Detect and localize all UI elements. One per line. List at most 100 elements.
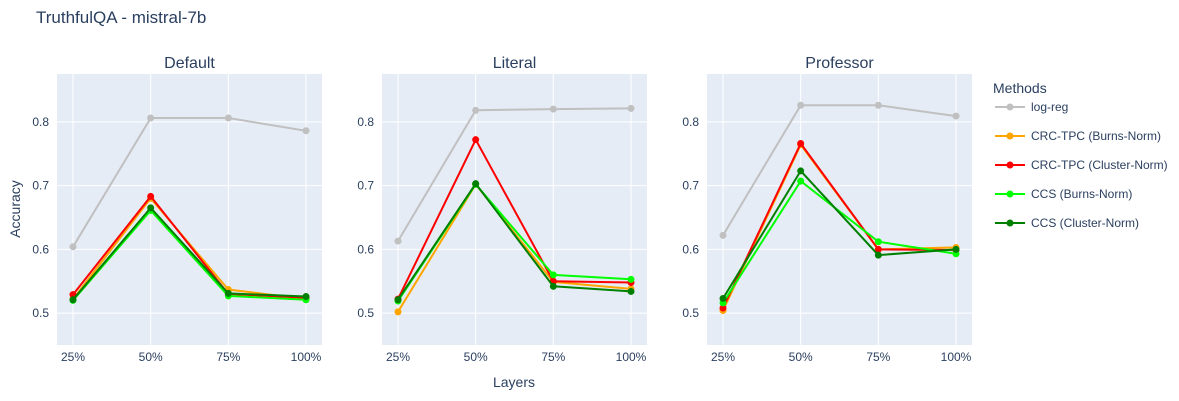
data-point — [394, 237, 402, 245]
data-point — [302, 127, 310, 135]
x-tick-label: 50% — [464, 350, 488, 364]
series-ccs-cluster-norm — [69, 204, 310, 304]
plot-area — [707, 74, 972, 345]
series-line — [72, 117, 307, 248]
legend-item-crc-tpc-burns-norm: CRC-TPC (Burns-Norm) — [995, 129, 1161, 143]
data-point — [472, 180, 480, 188]
data-point — [69, 296, 77, 304]
data-point — [302, 293, 310, 301]
panel-professor: 0.5 0.6 0.7 0.8 25% 50% 75% 100% Professor — [682, 55, 972, 364]
legend-title: Methods — [993, 80, 1047, 96]
data-point — [472, 106, 480, 114]
figure-title: TruthfulQA - mistral-7b — [36, 8, 206, 27]
series-ccs-burns-norm — [719, 177, 960, 307]
data-point — [147, 114, 155, 122]
x-tick-label: 75% — [541, 350, 565, 364]
x-tick-label: 25% — [711, 350, 735, 364]
data-point — [719, 294, 727, 302]
y-tick-label: 0.7 — [32, 179, 49, 193]
data-point — [719, 231, 727, 239]
data-point — [874, 251, 882, 259]
data-point — [952, 112, 960, 120]
y-tick-label: 0.5 — [357, 306, 374, 320]
legend-swatch-marker — [1006, 161, 1014, 169]
series-line — [72, 208, 307, 302]
y-tick-label: 0.7 — [682, 179, 699, 193]
data-point — [797, 167, 805, 175]
legend-swatch-marker — [1006, 132, 1014, 140]
data-point — [719, 304, 727, 312]
panel-title: Literal — [493, 55, 537, 72]
series-line — [72, 206, 307, 301]
data-point — [797, 177, 805, 185]
y-tick-label: 0.6 — [32, 242, 49, 256]
x-tick-label: 50% — [789, 350, 813, 364]
legend-item-crc-tpc-cluster-norm: CRC-TPC (Cluster-Norm) — [995, 158, 1168, 172]
y-tick-label: 0.6 — [682, 242, 699, 256]
data-point — [952, 245, 960, 253]
data-point — [549, 282, 557, 290]
y-tick-label: 0.5 — [32, 306, 49, 320]
series-log-reg — [69, 114, 310, 251]
data-point — [797, 140, 805, 148]
data-point — [147, 204, 155, 212]
series-log-reg — [719, 101, 960, 239]
data-point — [224, 289, 232, 297]
y-tick-label: 0.8 — [32, 115, 49, 129]
data-point — [874, 101, 882, 109]
x-tick-label: 50% — [139, 350, 163, 364]
series-ccs-cluster-norm — [394, 180, 635, 304]
legend-swatch-marker — [1006, 219, 1014, 227]
panel-title: Professor — [805, 55, 874, 72]
x-axis-label: Layers — [493, 374, 535, 390]
y-tick-label: 0.6 — [357, 242, 374, 256]
series-line — [397, 107, 632, 242]
series-line — [722, 169, 957, 300]
data-point — [874, 245, 882, 253]
data-point — [797, 101, 805, 109]
legend-item-ccs-burns-norm: CCS (Burns-Norm) — [995, 187, 1132, 201]
x-tick-label: 100% — [616, 350, 647, 364]
data-point — [69, 243, 77, 251]
data-point — [549, 105, 557, 113]
legend-swatch-marker — [1006, 103, 1014, 111]
plot-area — [57, 74, 322, 345]
y-tick-label: 0.5 — [682, 306, 699, 320]
series-line — [397, 137, 632, 300]
y-tick-label: 0.8 — [682, 115, 699, 129]
data-point — [147, 192, 155, 200]
legend: log-reg CRC-TPC (Burns-Norm) CRC-TPC (Clus… — [995, 100, 1168, 230]
panel-title: Default — [164, 55, 215, 72]
x-tick-label: 75% — [216, 350, 240, 364]
panel-literal: 0.5 0.6 0.7 0.8 25% 50% 75% 100% Literal — [357, 55, 647, 364]
data-point — [549, 271, 557, 279]
legend-label: log-reg — [1031, 100, 1068, 114]
series-line — [722, 141, 957, 309]
x-tick-label: 100% — [941, 350, 972, 364]
legend-label: CCS (Burns-Norm) — [1031, 187, 1132, 201]
series-ccs-cluster-norm — [719, 167, 960, 302]
y-tick-label: 0.7 — [357, 179, 374, 193]
legend-item-ccs-cluster-norm: CCS (Cluster-Norm) — [995, 216, 1139, 230]
y-tick-label: 0.8 — [357, 115, 374, 129]
series-log-reg — [394, 104, 635, 245]
panel-default: 0.5 0.6 0.7 0.8 25% 50% 75% 100% Default — [32, 55, 322, 364]
legend-label: CRC-TPC (Burns-Norm) — [1031, 129, 1161, 143]
legend-label: CCS (Cluster-Norm) — [1031, 216, 1139, 230]
y-axis-label: Accuracy — [7, 180, 23, 238]
series-line — [397, 182, 632, 313]
data-point — [394, 296, 402, 304]
x-tick-label: 100% — [291, 350, 322, 364]
data-point — [627, 287, 635, 295]
data-point — [224, 114, 232, 122]
x-tick-label: 25% — [386, 350, 410, 364]
data-point — [472, 136, 480, 144]
series-line — [397, 181, 632, 301]
data-point — [874, 238, 882, 246]
x-tick-label: 75% — [866, 350, 890, 364]
legend-swatch-marker — [1006, 190, 1014, 198]
legend-label: CRC-TPC (Cluster-Norm) — [1031, 158, 1168, 172]
x-tick-label: 25% — [61, 350, 85, 364]
